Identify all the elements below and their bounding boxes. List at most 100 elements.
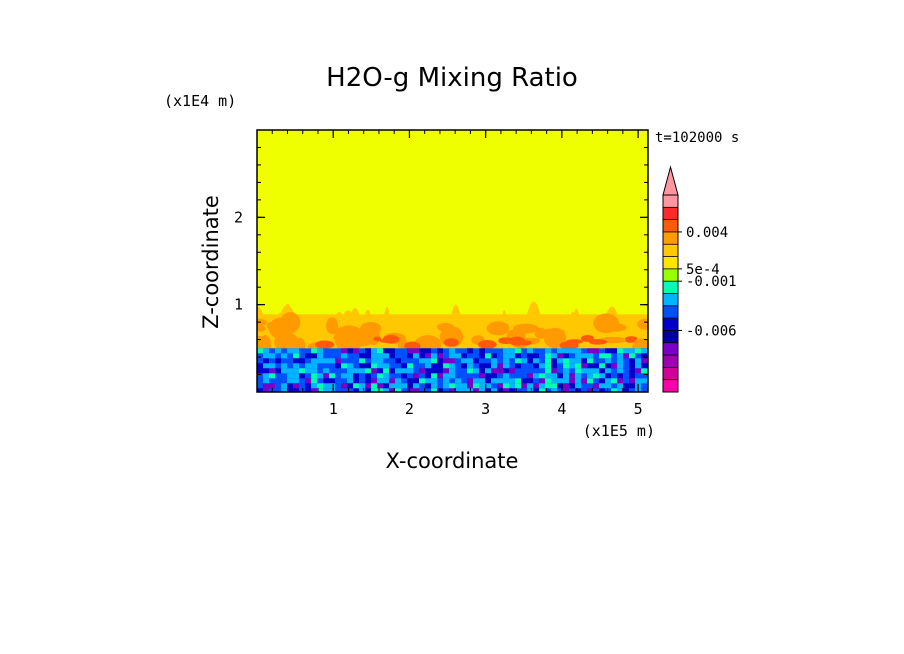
boundary-cell	[371, 383, 377, 389]
plume-blob	[257, 325, 266, 332]
x-tick-label: 3	[481, 400, 490, 418]
boundary-cell	[545, 358, 551, 364]
plume-core	[565, 339, 583, 344]
boundary-cell	[395, 358, 401, 364]
boundary-cell	[545, 383, 551, 389]
boundary-cell	[569, 363, 575, 369]
boundary-cell	[605, 353, 611, 359]
boundary-cell	[269, 383, 275, 389]
boundary-cell	[509, 353, 515, 359]
plume-spike	[564, 311, 581, 349]
plume-blob	[360, 322, 382, 335]
boundary-cell	[413, 353, 419, 359]
boundary-cell	[329, 383, 335, 389]
boundary-cell	[263, 363, 269, 369]
boundary-cell	[551, 388, 557, 392]
boundary-cell	[449, 383, 455, 389]
boundary-cell	[263, 378, 269, 384]
boundary-cell	[557, 353, 563, 359]
boundary-cell	[311, 358, 317, 364]
boundary-cell	[293, 378, 299, 384]
boundary-cell	[575, 388, 581, 392]
plume-blob	[486, 321, 510, 336]
boundary-cell	[269, 353, 275, 359]
boundary-cell	[431, 363, 437, 369]
boundary-cell	[419, 358, 425, 364]
boundary-cell	[443, 378, 449, 384]
boundary-cell	[473, 388, 479, 392]
x-axis: 1 2 3 4 5	[271, 130, 643, 418]
boundary-cell	[503, 378, 509, 384]
colorbar-bin	[663, 293, 678, 306]
colorbar-bin	[663, 244, 678, 257]
boundary-cell	[569, 383, 575, 389]
colorbar-label: -0.006	[686, 323, 737, 339]
boundary-cell	[311, 378, 317, 384]
boundary-cell	[425, 383, 431, 389]
boundary-cell	[419, 368, 425, 374]
boundary-cell	[635, 358, 641, 364]
boundary-cell	[431, 358, 437, 364]
boundary-cell	[293, 373, 299, 379]
boundary-cell	[269, 363, 275, 369]
boundary-cell	[365, 378, 371, 384]
boundary-cell	[449, 348, 455, 354]
boundary-cell	[401, 368, 407, 374]
boundary-cell	[461, 353, 467, 359]
boundary-cell	[377, 358, 383, 364]
boundary-cell	[359, 368, 365, 374]
boundary-cell	[359, 383, 365, 389]
boundary-cell	[257, 363, 263, 369]
plume-core	[379, 338, 399, 344]
boundary-cell	[557, 383, 563, 389]
boundary-cell	[599, 368, 605, 374]
boundary-cell	[605, 363, 611, 369]
boundary-cell	[515, 358, 521, 364]
boundary-cell	[449, 373, 455, 379]
boundary-cell	[617, 368, 623, 374]
boundary-cell	[545, 378, 551, 384]
boundary-cell	[269, 368, 275, 374]
boundary-cell	[401, 383, 407, 389]
boundary-cell	[599, 378, 605, 384]
boundary-cell	[569, 373, 575, 379]
boundary-cell	[515, 383, 521, 389]
boundary-cell	[521, 358, 527, 364]
boundary-cell	[527, 373, 533, 379]
boundary-cell	[377, 373, 383, 379]
boundary-cell	[467, 358, 473, 364]
boundary-cell	[593, 363, 599, 369]
boundary-cell	[455, 353, 461, 359]
boundary-cell	[443, 363, 449, 369]
boundary-cell	[455, 388, 461, 392]
boundary-cell	[323, 388, 329, 392]
x-tick-label: 5	[634, 400, 643, 418]
boundary-cell	[323, 373, 329, 379]
boundary-cell	[311, 363, 317, 369]
boundary-cell	[599, 388, 605, 392]
boundary-cell	[371, 368, 377, 374]
boundary-cell	[539, 363, 545, 369]
boundary-cell	[545, 373, 551, 379]
boundary-cell	[551, 353, 557, 359]
boundary-cell	[431, 388, 437, 392]
boundary-cell	[533, 363, 539, 369]
boundary-cell	[479, 388, 485, 392]
x-tick-label: 1	[329, 400, 338, 418]
boundary-cell	[299, 373, 305, 379]
colorbar-bin	[663, 281, 678, 294]
boundary-cell	[533, 358, 539, 364]
boundary-cell	[257, 368, 263, 374]
boundary-cell	[449, 358, 455, 364]
boundary-cell	[377, 348, 383, 354]
boundary-cell	[635, 363, 641, 369]
y-unit-label: (x1E4 m)	[164, 92, 236, 110]
boundary-cell	[443, 373, 449, 379]
boundary-cell	[359, 363, 365, 369]
boundary-cell	[587, 363, 593, 369]
boundary-cell	[467, 378, 473, 384]
boundary-cell	[587, 373, 593, 379]
boundary-cell	[605, 348, 611, 354]
boundary-cell	[311, 383, 317, 389]
boundary-cell	[335, 363, 341, 369]
